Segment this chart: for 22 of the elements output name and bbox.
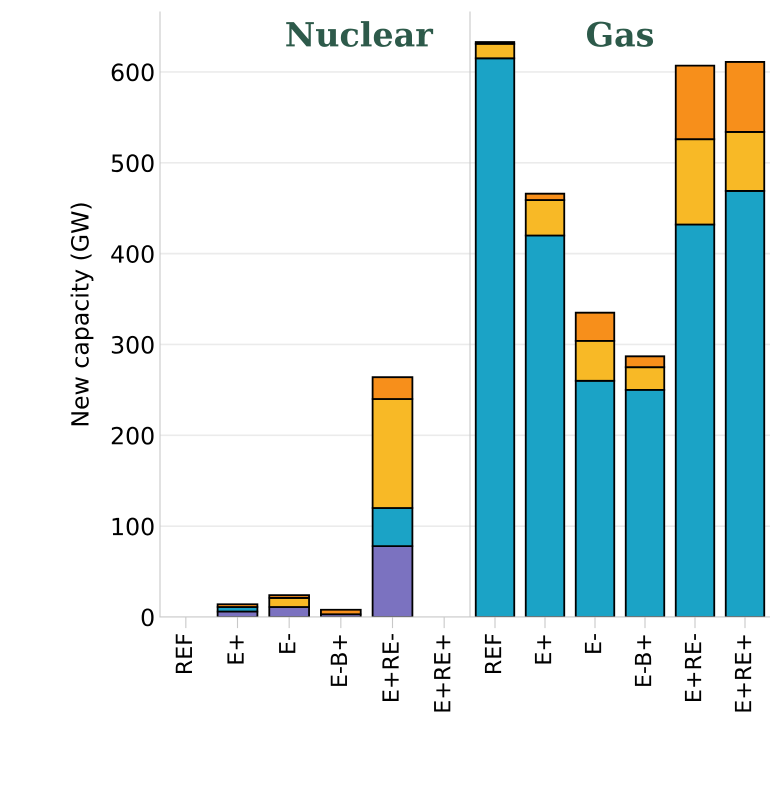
x-tick-label: E-B+ [634, 635, 652, 686]
x-tick-label: E+RE+ [734, 635, 752, 712]
x-tick-label: E+RE+ [434, 635, 450, 712]
x-tick-label: E-B+ [330, 635, 347, 686]
x-tick-label: E+RE- [684, 634, 702, 701]
chart-title: Nuclear [286, 21, 434, 47]
y-tick-label: 500 [112, 154, 154, 172]
x-tick-label: E+RE- [382, 634, 399, 701]
y-tick-label: 300 [112, 336, 154, 354]
y-tick-label: 200 [112, 426, 154, 445]
chart-title: Gas [586, 22, 654, 47]
y-tick-label: 100 [112, 518, 154, 536]
x-tick-label: E+ [534, 635, 552, 664]
y-tick-label: 0 [142, 608, 154, 626]
x-tick-label: E+ [227, 635, 244, 664]
x-tick-label: REF [176, 634, 192, 674]
y-tick-label: 400 [111, 245, 154, 263]
y-tick-label: 600 [112, 63, 154, 82]
x-tick-label: E- [584, 634, 602, 653]
x-tick-label: REF [484, 634, 502, 674]
y-axis-title: New capacity (GW) [70, 203, 94, 426]
x-tick-label: E- [279, 634, 296, 653]
